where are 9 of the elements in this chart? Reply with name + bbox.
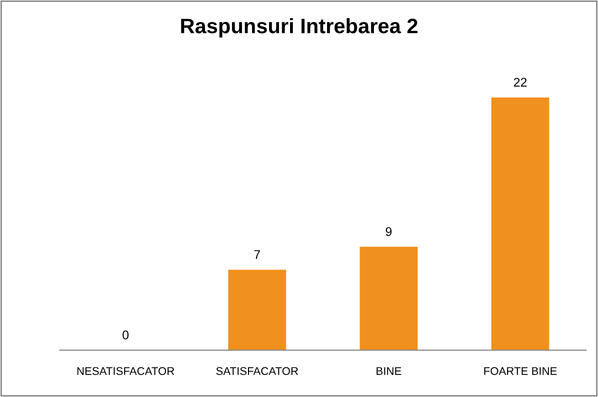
data-label: 7 <box>254 250 260 259</box>
data-label: 0 <box>122 330 129 340</box>
data-label: 22 <box>514 78 527 87</box>
x-tick-label: NESATISFACATOR <box>77 367 174 375</box>
chart-title: Raspunsuri Intrebarea 2 <box>181 18 418 38</box>
x-tick-label: BINE <box>376 367 402 375</box>
data-label: 9 <box>386 227 392 236</box>
x-tick-label: FOARTE BINE <box>484 367 557 375</box>
x-tick-label: SATISFACATOR <box>216 367 298 375</box>
